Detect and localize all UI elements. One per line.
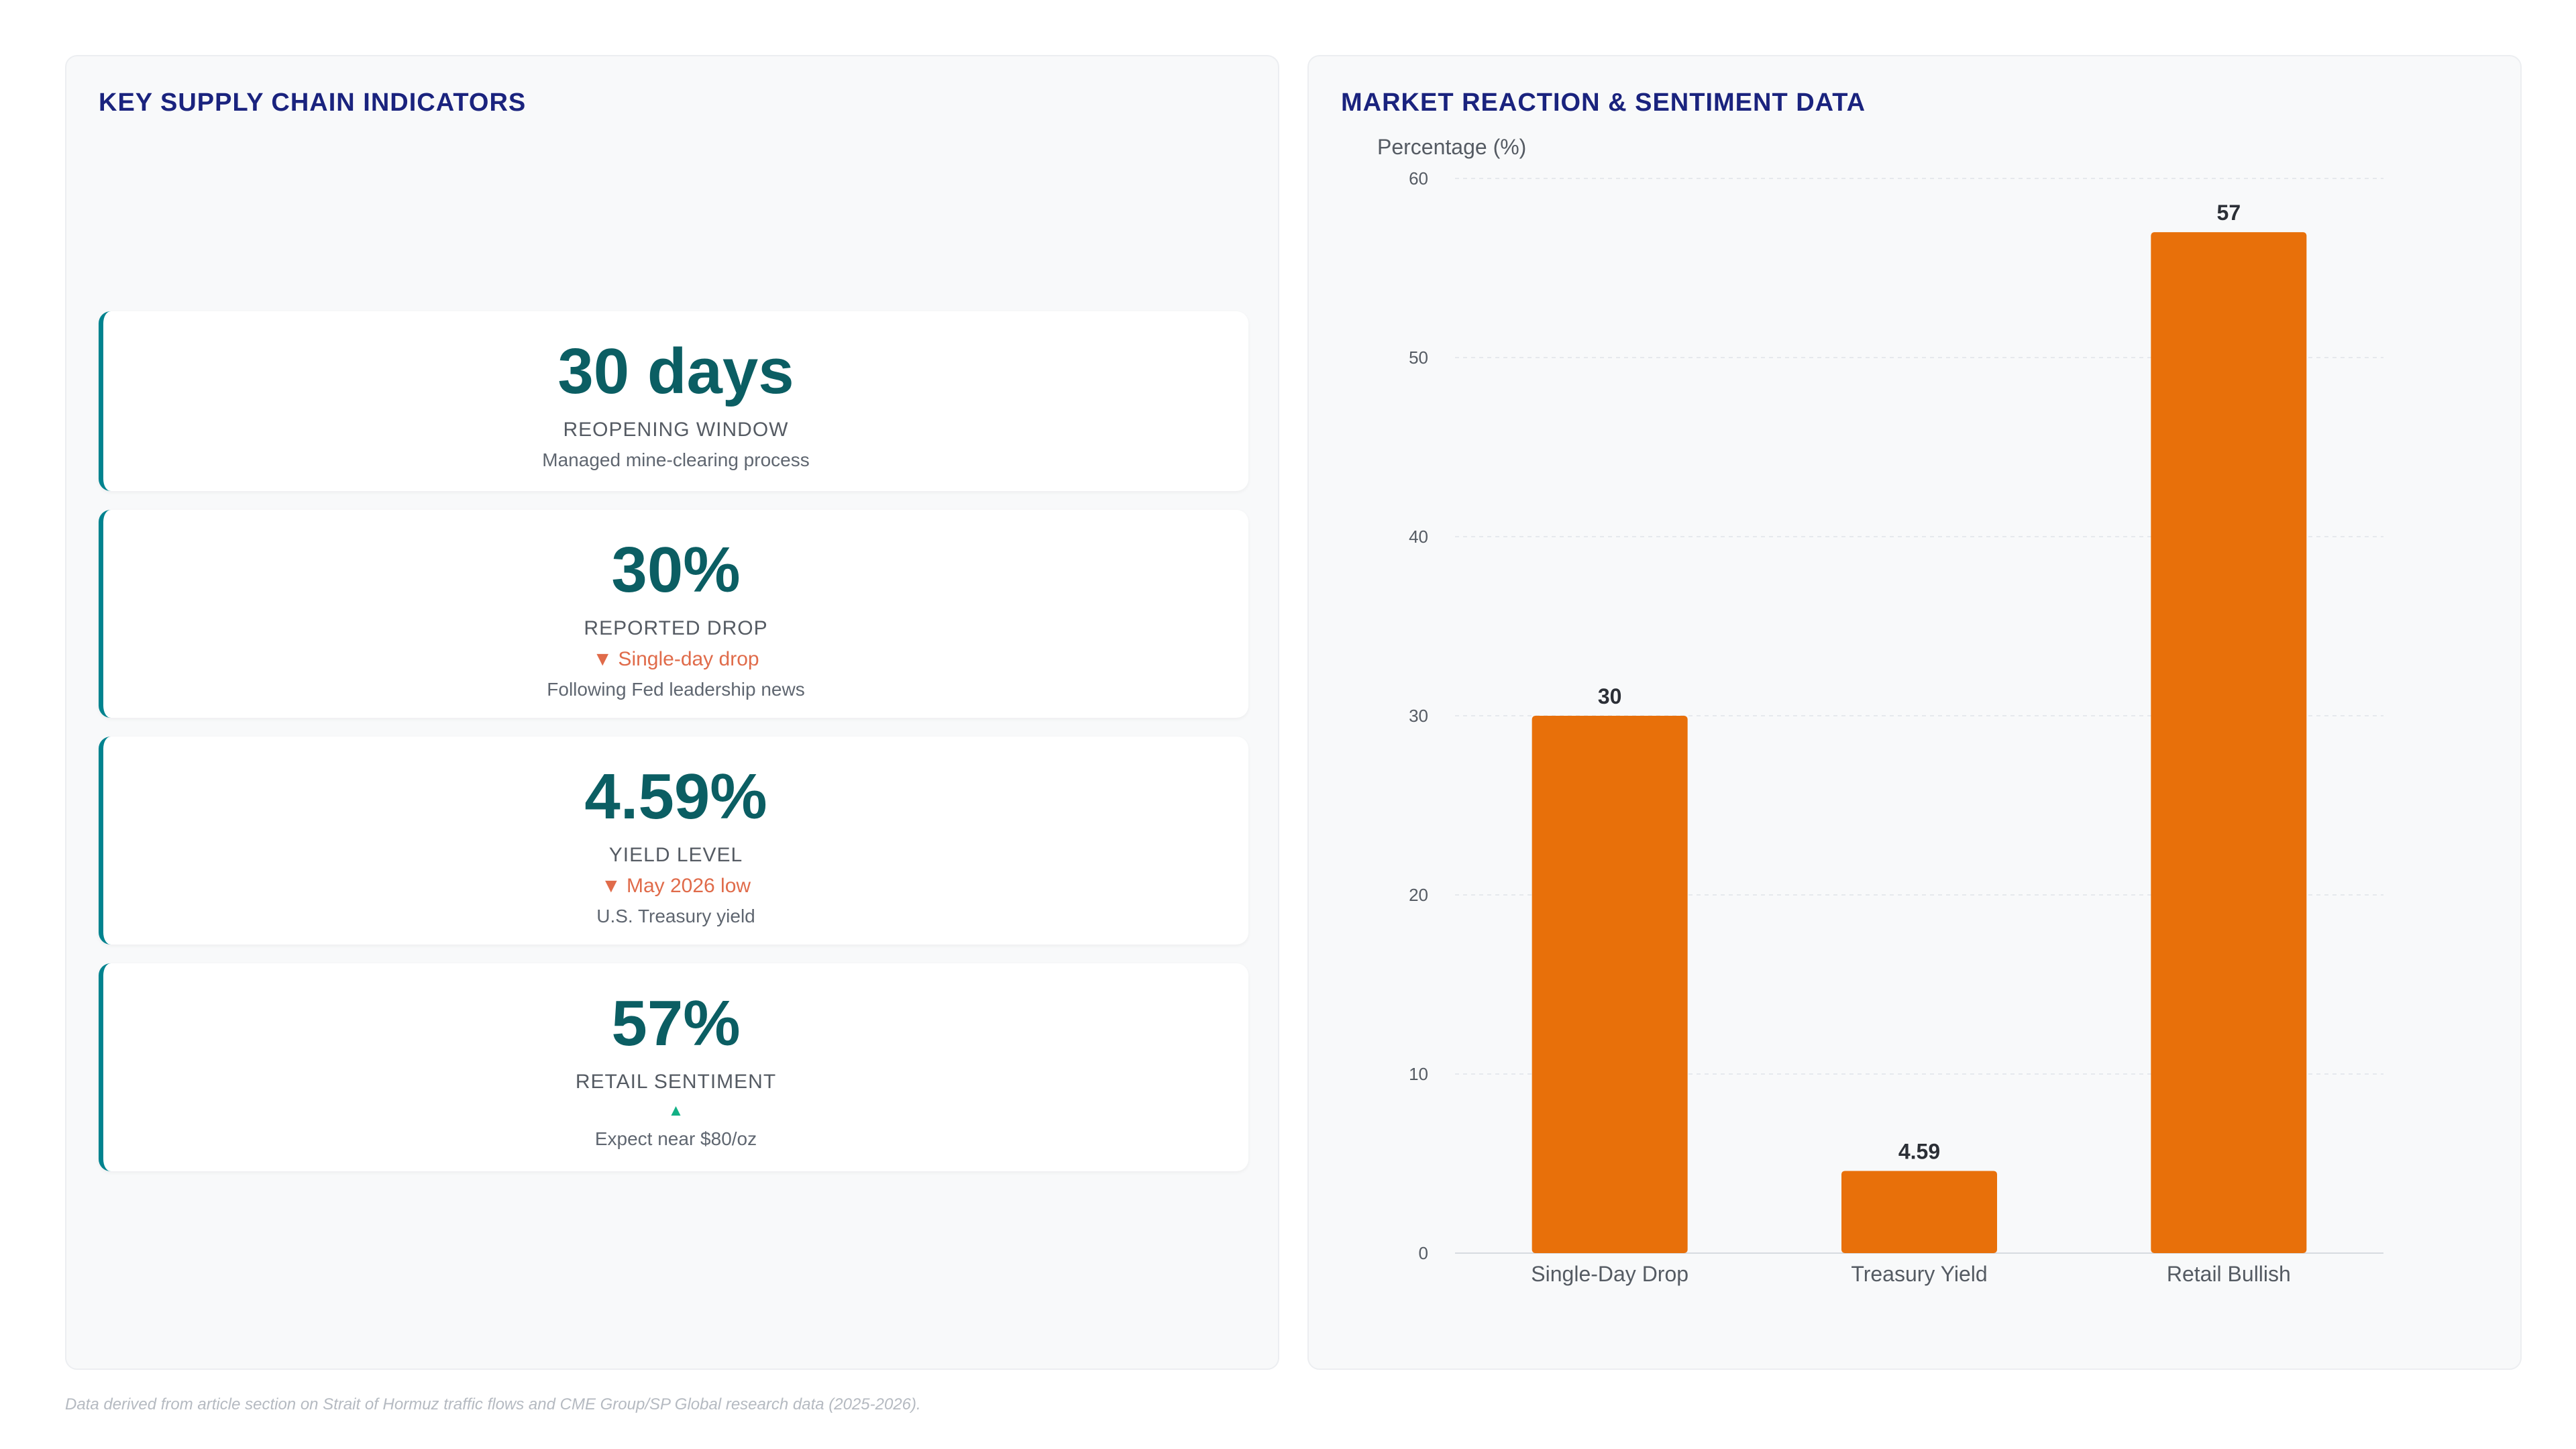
footnote: Data derived from article section on Str…: [65, 1395, 921, 1413]
market-reaction-panel-title: MARKET REACTION & SENTIMENT DATA: [1341, 89, 1866, 117]
kpi-note: U.S. Treasury yield: [596, 906, 755, 926]
data-label: 57: [2217, 201, 2241, 225]
y-tick-label: 50: [1409, 347, 1428, 368]
data-label: 30: [1598, 684, 1622, 708]
kpi-card-retail-sentiment: 57% RETAIL SENTIMENT ▲ Expect near $80/o…: [99, 963, 1248, 1171]
kpi-note: Managed mine-clearing process: [542, 449, 810, 470]
kpi-value: 30 days: [557, 335, 794, 407]
x-tick-label: Single-Day Drop: [1531, 1262, 1688, 1286]
kpi-value: 4.59%: [584, 761, 767, 833]
market-reaction-panel: MARKET REACTION & SENTIMENT DATA Percent…: [1307, 55, 2522, 1370]
y-tick-label: 10: [1409, 1064, 1428, 1084]
kpi-note: Following Fed leadership news: [547, 679, 805, 700]
kpi-label: REOPENING WINDOW: [563, 419, 789, 441]
kpi-card-yield-level: 4.59% YIELD LEVEL ▼ May 2026 low U.S. Tr…: [99, 737, 1248, 945]
x-tick-label: Retail Bullish: [2167, 1262, 2291, 1286]
kpi-note: Expect near $80/oz: [594, 1128, 757, 1149]
kpi-card-reopening-window: 30 days REOPENING WINDOW Managed mine-cl…: [99, 311, 1248, 491]
x-tick-label: Treasury Yield: [1851, 1262, 1987, 1286]
y-tick-label: 30: [1409, 706, 1428, 726]
indicators-panel-title: KEY SUPPLY CHAIN INDICATORS: [99, 89, 527, 117]
bar: [1841, 1171, 1997, 1253]
y-tick-label: 20: [1409, 885, 1428, 905]
bar: [1532, 716, 1688, 1253]
kpi-value: 57%: [611, 987, 741, 1059]
y-axis-title: Percentage (%): [1377, 135, 1526, 159]
data-label: 4.59: [1898, 1139, 1940, 1163]
kpi-change-down: ▼ May 2026 low: [600, 875, 751, 897]
indicators-panel: KEY SUPPLY CHAIN INDICATORS 30 days REOP…: [65, 55, 1279, 1370]
kpi-label: REPORTED DROP: [584, 617, 768, 639]
kpi-label: YIELD LEVEL: [608, 844, 743, 866]
kpi-value: 30%: [611, 534, 741, 606]
bar: [2151, 232, 2307, 1254]
y-tick-label: 40: [1409, 527, 1428, 547]
kpi-label: RETAIL SENTIMENT: [575, 1071, 777, 1093]
kpi-change-up-icon: ▲: [667, 1102, 684, 1120]
bar-chart: Percentage (%) 0 10 20 30 40 50 60 30 Single-Day …: [1377, 135, 2383, 1286]
kpi-change-down: ▼ Single-day drop: [592, 648, 759, 670]
y-tick-label: 0: [1419, 1243, 1428, 1263]
kpi-card-reported-drop: 30% REPORTED DROP ▼ Single-day drop Foll…: [99, 510, 1248, 718]
y-tick-label: 60: [1409, 168, 1428, 189]
